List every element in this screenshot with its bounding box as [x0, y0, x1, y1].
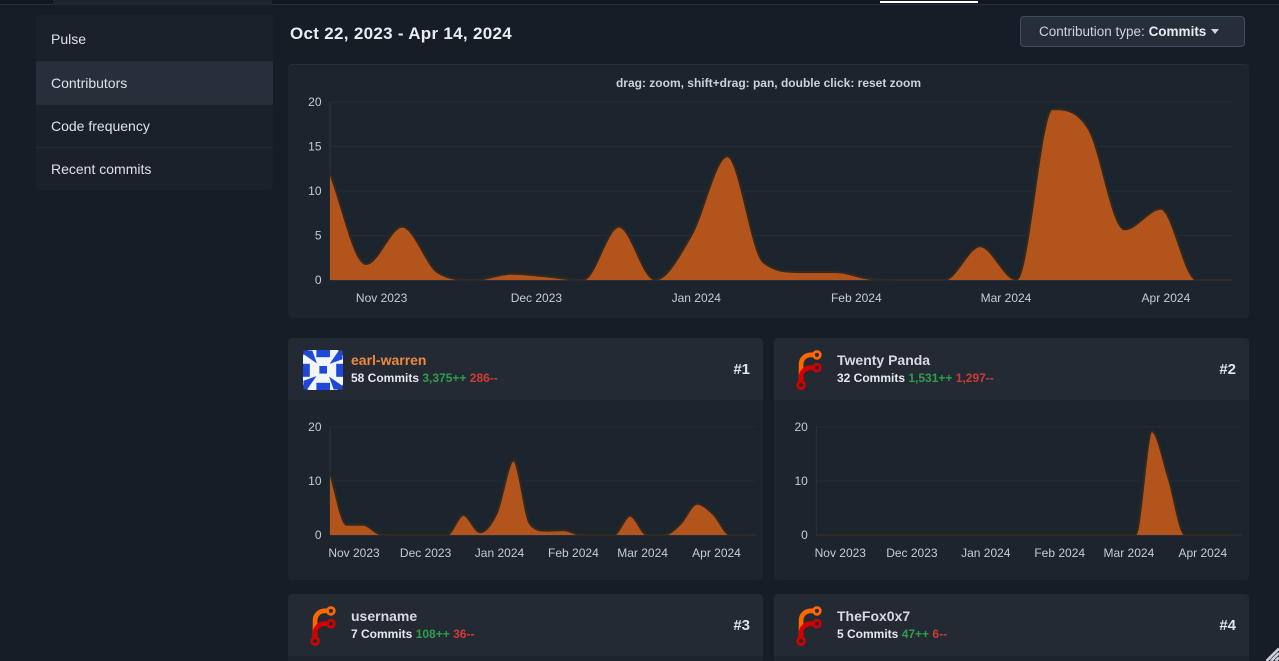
svg-text:Nov 2023: Nov 2023	[356, 291, 408, 305]
svg-text:0: 0	[315, 273, 322, 287]
svg-text:20: 20	[308, 95, 322, 109]
svg-text:Feb 2024: Feb 2024	[831, 291, 882, 305]
svg-text:Feb 2024: Feb 2024	[1034, 546, 1085, 560]
svg-text:Mar 2024: Mar 2024	[617, 546, 668, 560]
svg-text:Apr 2024: Apr 2024	[692, 546, 741, 560]
svg-text:Dec 2023: Dec 2023	[511, 291, 563, 305]
svg-text:Dec 2023: Dec 2023	[400, 546, 452, 560]
svg-text:0: 0	[315, 528, 322, 542]
svg-text:Dec 2023: Dec 2023	[886, 546, 938, 560]
svg-text:Apr 2024: Apr 2024	[1142, 291, 1191, 305]
svg-text:20: 20	[794, 420, 808, 434]
svg-text:10: 10	[308, 474, 322, 488]
svg-text:15: 15	[308, 140, 322, 154]
svg-text:Feb 2024: Feb 2024	[548, 546, 599, 560]
svg-text:Jan 2024: Jan 2024	[475, 546, 525, 560]
svg-text:Jan 2024: Jan 2024	[672, 291, 722, 305]
svg-text:Apr 2024: Apr 2024	[1178, 546, 1227, 560]
svg-text:Mar 2024: Mar 2024	[1104, 546, 1155, 560]
svg-text:Nov 2023: Nov 2023	[815, 546, 867, 560]
svg-text:10: 10	[308, 184, 322, 198]
svg-text:5: 5	[315, 229, 322, 243]
svg-text:0: 0	[801, 528, 808, 542]
svg-text:20: 20	[308, 420, 322, 434]
svg-text:Nov 2023: Nov 2023	[328, 546, 380, 560]
svg-text:Mar 2024: Mar 2024	[981, 291, 1032, 305]
svg-text:10: 10	[794, 474, 808, 488]
svg-text:Jan 2024: Jan 2024	[961, 546, 1011, 560]
